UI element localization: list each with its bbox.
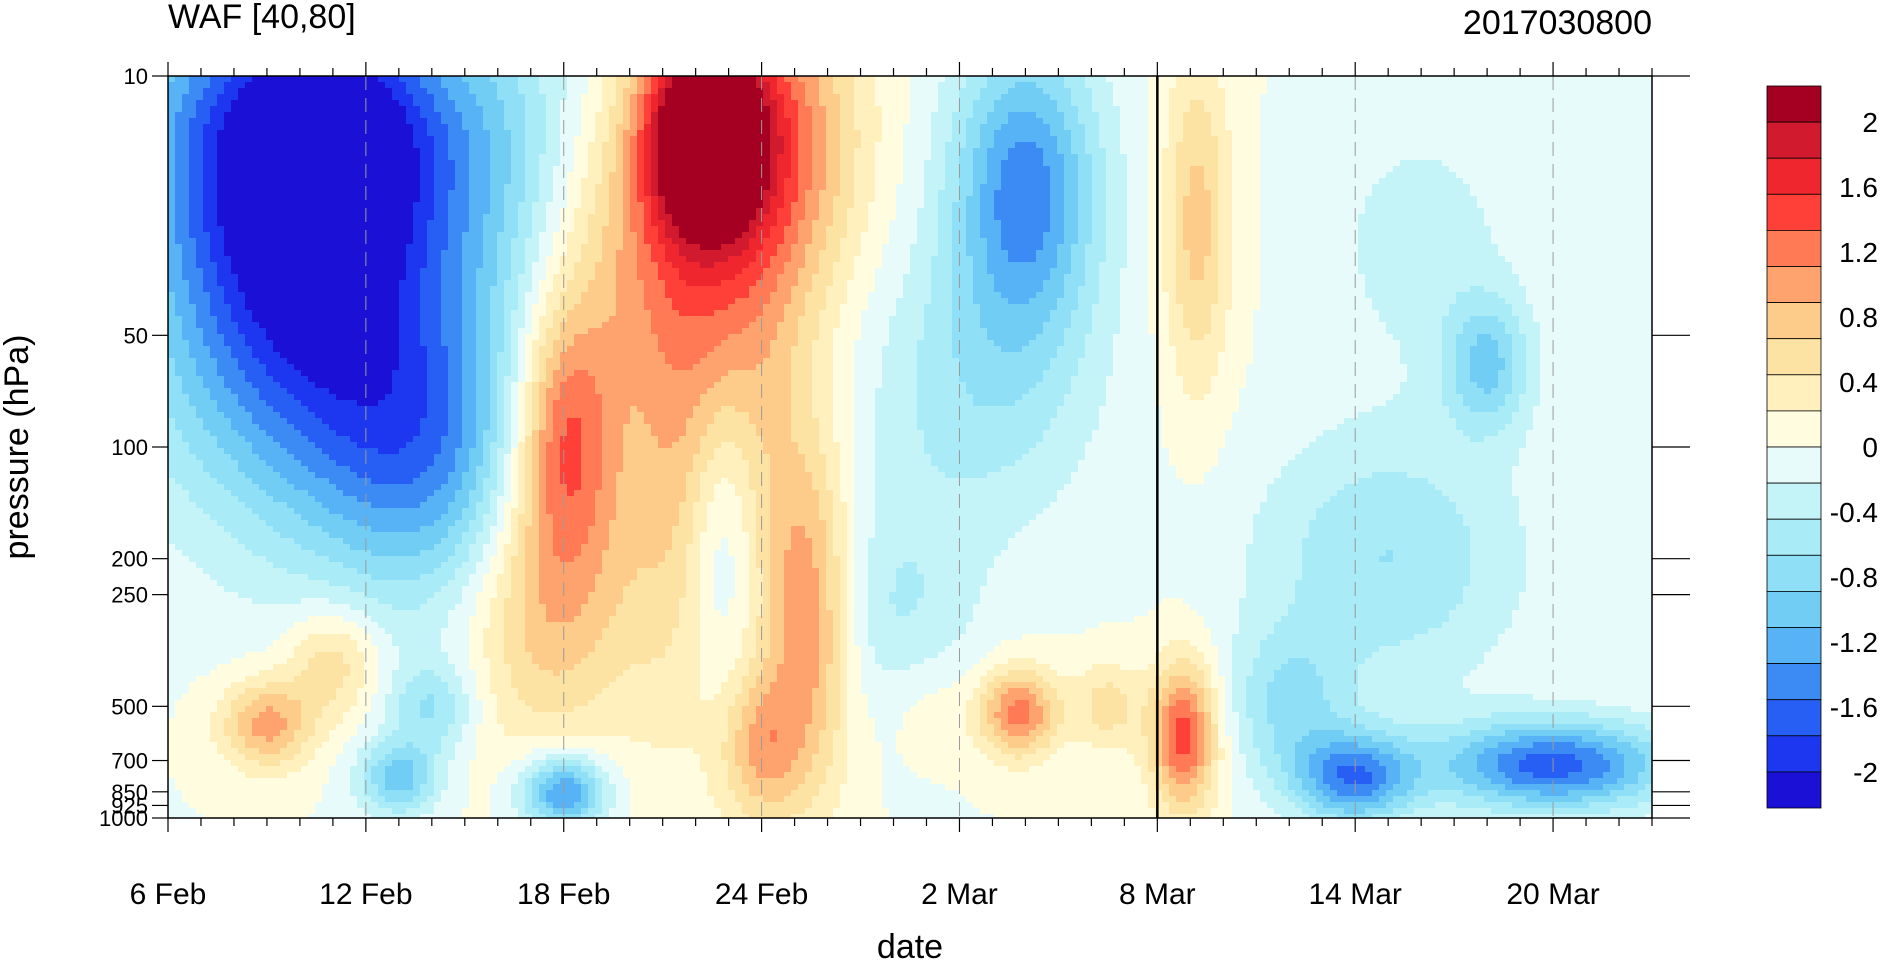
colorbar-swatch xyxy=(1766,735,1822,773)
colorbar-label: -0.8 xyxy=(1830,562,1878,593)
x-axis-label: date xyxy=(877,928,943,961)
colorbar-swatch xyxy=(1766,518,1822,556)
colorbar-label: 0.4 xyxy=(1839,367,1878,398)
colorbar-swatch xyxy=(1766,302,1822,340)
x-tick-label: 6 Feb xyxy=(130,878,207,911)
y-tick-label: 1000 xyxy=(99,806,148,831)
colorbar-swatch xyxy=(1766,591,1822,628)
contour-field xyxy=(168,76,1652,818)
colorbar-label: -2 xyxy=(1853,757,1878,788)
colorbar-swatch xyxy=(1766,157,1822,195)
x-tick-label: 24 Feb xyxy=(715,878,808,911)
colorbar-label: -1.2 xyxy=(1830,627,1878,658)
y-tick-label: 500 xyxy=(111,694,148,719)
colorbar-label: 0.8 xyxy=(1839,302,1878,333)
colorbar-label: 0 xyxy=(1862,432,1878,463)
y-axis-label: pressure (hPa) xyxy=(0,335,36,560)
date-gridlines xyxy=(365,76,1554,818)
colorbar-swatch xyxy=(1766,627,1822,664)
x-tick-label: 8 Mar xyxy=(1119,878,1196,911)
x-tick-label: 20 Mar xyxy=(1506,878,1599,911)
colorbar-label: 2 xyxy=(1862,107,1878,138)
colorbar-swatch xyxy=(1766,446,1822,484)
y-tick-label: 10 xyxy=(124,64,148,89)
x-tick-label: 12 Feb xyxy=(319,878,412,911)
colorbar-swatch xyxy=(1766,121,1822,159)
colorbar-swatch xyxy=(1766,554,1822,592)
colorbar-swatch xyxy=(1766,771,1822,809)
y-tick-label: 700 xyxy=(111,749,148,774)
y-tick-label: 250 xyxy=(111,583,148,608)
y-tick-label: 200 xyxy=(111,547,148,572)
colorbar-swatch xyxy=(1766,482,1822,520)
x-tick-label: 14 Mar xyxy=(1309,878,1402,911)
colorbar-label: 1.6 xyxy=(1839,172,1878,203)
colorbar-swatch xyxy=(1766,229,1822,267)
colorbar-swatch xyxy=(1766,266,1822,303)
colorbar-swatch xyxy=(1766,338,1822,376)
colorbar-label: -0.4 xyxy=(1830,497,1878,528)
colorbar-swatch xyxy=(1766,663,1822,701)
y-tick-label: 850 xyxy=(111,780,148,805)
chart-title: WAF [40,80] xyxy=(168,0,356,36)
colorbar-swatch xyxy=(1766,699,1822,737)
colorbar-swatch xyxy=(1766,410,1822,448)
y-tick-label: 50 xyxy=(124,323,148,348)
colorbar-legend: 2 1.6 1.2 0.8 0.4 0 -0.4 -0.8 -1.2 -1.6 -2 xyxy=(1766,85,1878,809)
colorbar-label: 1.2 xyxy=(1839,237,1878,268)
x-tick-label: 2 Mar xyxy=(921,878,998,911)
colorbar-swatch xyxy=(1766,193,1822,231)
colorbar-label: -1.6 xyxy=(1830,692,1878,723)
x-axis: 6 Feb 12 Feb 18 Feb 24 Feb 2 Mar 8 Mar 14 Mar 2… xyxy=(130,62,1653,911)
x-tick-label: 18 Feb xyxy=(517,878,610,911)
colorbar-swatch xyxy=(1766,85,1822,123)
y-tick-label: 925 xyxy=(111,793,148,818)
colorbar-swatch xyxy=(1766,374,1822,412)
chart-subtitle: 2017030800 xyxy=(1463,4,1652,42)
y-tick-label: 100 xyxy=(111,435,148,460)
